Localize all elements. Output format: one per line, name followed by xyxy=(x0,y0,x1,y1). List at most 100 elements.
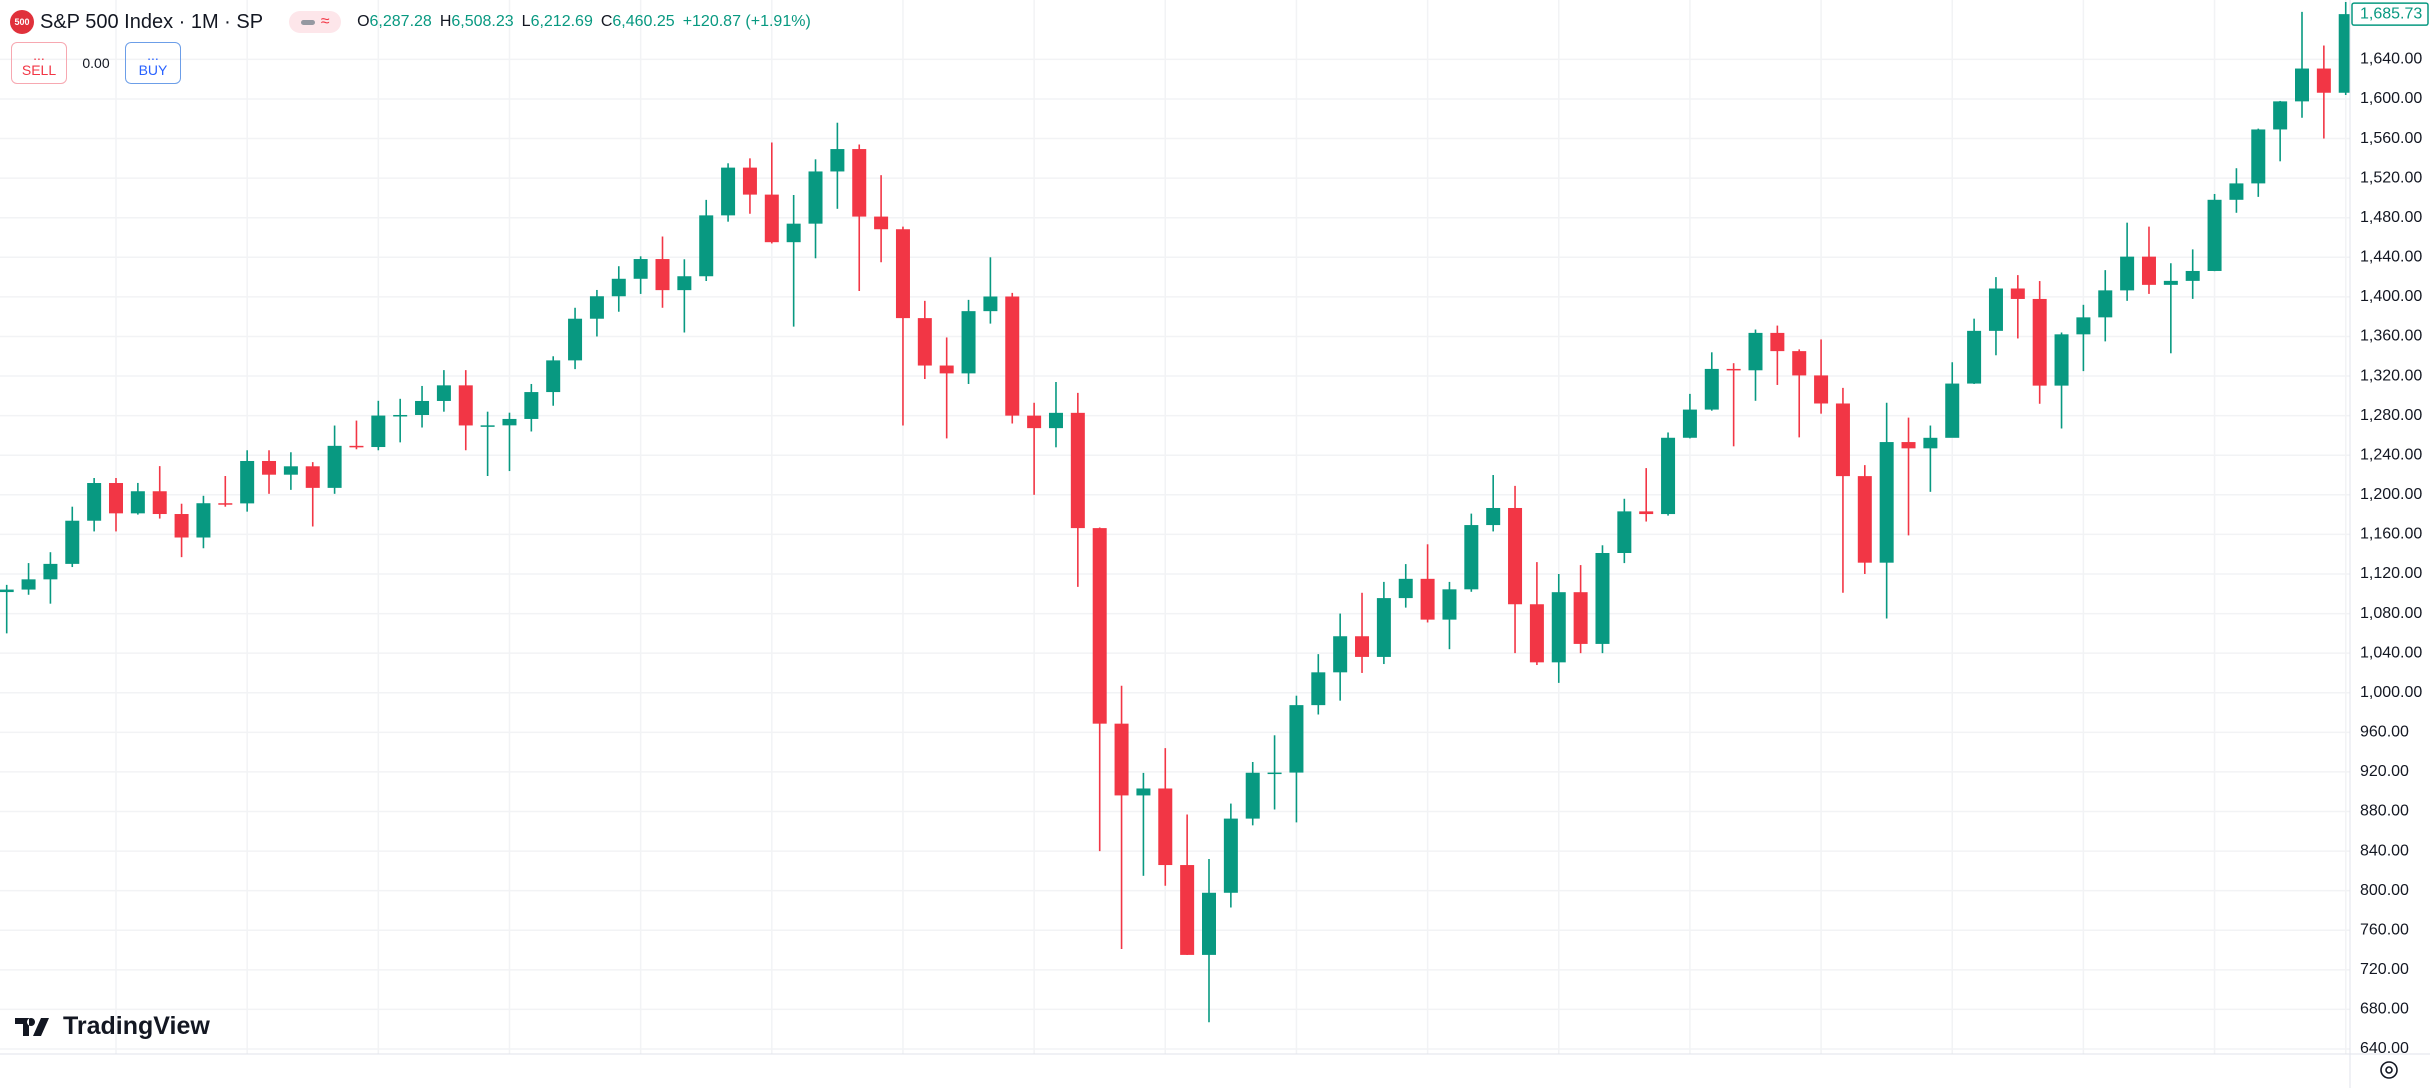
candle-body xyxy=(2207,199,2222,271)
candle-body xyxy=(568,318,583,361)
candle-body xyxy=(1289,705,1304,773)
candle-body xyxy=(1508,507,1523,605)
candle-body xyxy=(2076,317,2091,335)
candle-body xyxy=(742,167,757,195)
x-tick-label: 2012 xyxy=(1934,1062,1970,1079)
candle-body xyxy=(1814,375,1829,404)
y-tick-label: 800.00 xyxy=(2360,882,2409,899)
candle-body xyxy=(2295,68,2309,102)
status-pill[interactable]: ≈ xyxy=(289,11,342,33)
y-tick-label: 1,400.00 xyxy=(2360,288,2422,305)
y-tick-label: 1,280.00 xyxy=(2360,407,2422,424)
candle-body xyxy=(1464,525,1479,590)
x-tick-label: Jul xyxy=(499,1062,519,1079)
candle-body xyxy=(874,216,889,230)
candle-body xyxy=(917,318,932,366)
candle-body xyxy=(2120,256,2135,291)
candle-body xyxy=(1529,604,1544,663)
candle-body xyxy=(1748,332,1763,371)
y-tick-label: 720.00 xyxy=(2360,961,2409,978)
candle-body xyxy=(1311,672,1326,706)
ohlc-key: H xyxy=(439,13,452,30)
last-price-label: 1,685.73 xyxy=(2360,5,2422,22)
candle-body xyxy=(808,171,823,224)
candle-body xyxy=(1070,412,1085,529)
candle-body xyxy=(305,466,320,488)
ohlc-item: O6,287.28 xyxy=(357,13,432,31)
candle-body xyxy=(764,194,779,243)
sell-label: SELL xyxy=(21,62,57,78)
candle-body xyxy=(1114,723,1129,796)
candle-body xyxy=(1442,589,1457,620)
candle-body xyxy=(1617,511,1632,554)
ohlc-key: C xyxy=(600,13,613,30)
y-tick-label: 1,560.00 xyxy=(2360,130,2422,147)
x-tick-label: Jul xyxy=(1024,1062,1044,1079)
y-tick-label: 1,240.00 xyxy=(2360,446,2422,463)
candle-body xyxy=(2032,298,2047,386)
candle-body xyxy=(109,483,123,514)
x-tick-label: 2005 xyxy=(98,1062,134,1079)
candle-body xyxy=(852,149,867,217)
candle-body xyxy=(1223,818,1238,893)
candle-body xyxy=(611,278,626,297)
candle-body xyxy=(1136,788,1151,796)
settings-icon[interactable] xyxy=(2380,1061,2398,1079)
x-tick-label: Jul xyxy=(1549,1062,1569,1079)
y-tick-label: 1,520.00 xyxy=(2360,169,2422,186)
ohlc-item: L6,212.69 xyxy=(522,13,593,31)
candle-body xyxy=(721,167,736,216)
candle-body xyxy=(1682,409,1697,438)
candle-body xyxy=(961,311,976,374)
y-tick-label: 1,000.00 xyxy=(2360,684,2422,701)
candle-body xyxy=(1048,412,1063,429)
ohlc-legend: O6,287.28 H6,508.23 L6,212.69 C6,460.25 +120… xyxy=(357,13,811,31)
x-tick-label: Jul xyxy=(1811,1062,1831,1079)
x-tick-label: Jul xyxy=(237,1062,257,1079)
x-tick-label: Jul xyxy=(762,1062,782,1079)
y-tick-label: 640.00 xyxy=(2360,1040,2409,1057)
candle-body xyxy=(196,503,211,538)
y-tick-label: 1,600.00 xyxy=(2360,90,2422,107)
candle-body xyxy=(502,418,517,426)
candle-body xyxy=(21,579,36,590)
candle-body xyxy=(1376,598,1391,657)
candle-body xyxy=(2251,129,2266,184)
candle-body xyxy=(1923,437,1938,449)
candle-body xyxy=(218,503,233,505)
y-tick-label: 1,080.00 xyxy=(2360,605,2422,622)
ohlc-item: H6,508.23 xyxy=(440,13,514,31)
y-tick-label: 880.00 xyxy=(2360,803,2409,820)
candle-body xyxy=(2141,256,2156,285)
candle-body xyxy=(1005,296,1020,416)
candle-body xyxy=(415,400,430,415)
ohlc-value: 6,508.23 xyxy=(451,13,514,30)
candle-body xyxy=(1988,288,2003,331)
candle-body xyxy=(2273,101,2288,130)
symbol-title[interactable]: S&P 500 Index · 1M · SP xyxy=(40,10,264,33)
candle-body xyxy=(939,365,954,374)
candle-body xyxy=(1639,511,1654,515)
y-tick-label: 960.00 xyxy=(2360,724,2409,741)
candle-body xyxy=(349,445,364,448)
buy-button[interactable]: ... BUY xyxy=(125,42,181,84)
price-axis-bg xyxy=(2350,0,2430,1088)
sell-button[interactable]: ... SELL xyxy=(11,42,67,84)
y-tick-label: 840.00 xyxy=(2360,842,2409,859)
candle-body xyxy=(1202,892,1216,955)
brand[interactable]: TradingView xyxy=(15,1012,210,1041)
x-tick-label: 2008 xyxy=(885,1062,921,1079)
candle-body xyxy=(1092,528,1107,724)
candle-body xyxy=(371,415,386,448)
candle-body xyxy=(2054,334,2069,386)
x-tick-label: 2011 xyxy=(1673,1062,1708,1079)
y-tick-label: 1,200.00 xyxy=(2360,486,2422,503)
ohlc-value: 6,287.28 xyxy=(369,13,432,30)
last-price-tag xyxy=(2351,2,2429,26)
symbol-logo[interactable]: 500 xyxy=(10,10,34,34)
ohlc-key: L xyxy=(521,13,531,30)
x-tick-label: Jul xyxy=(2073,1062,2093,1079)
candle-body xyxy=(1967,330,1982,384)
candle-body xyxy=(983,296,998,312)
